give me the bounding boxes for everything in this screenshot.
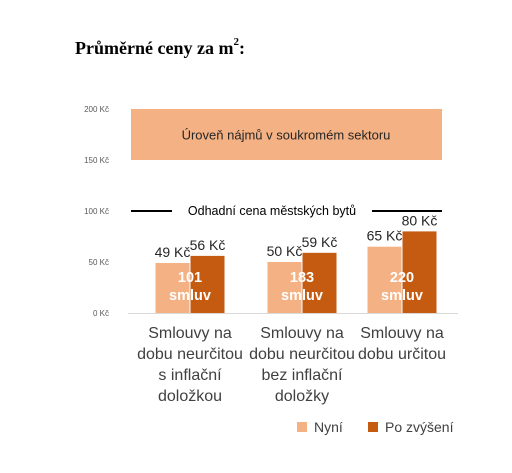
chart-title-text: Průměrné ceny za m [75,38,234,58]
bar-after-2 [402,231,437,313]
data-label-now-1: 50 Kč [267,243,303,259]
y-tick-label-2: 100 Kč [84,207,109,216]
reference-line-label: Odhadní cena městských bytů [188,204,356,218]
category-label-1-line-3: doložky [275,388,329,405]
legend-label-after: Po zvýšení [385,419,454,435]
chart-title-suffix: : [238,38,245,58]
category-label-0-line-1: dobu neurčitou [137,346,243,363]
y-tick-label-1: 50 Kč [89,258,109,267]
category-label-1-line-1: dobu neurčitou [249,346,355,363]
contract-count-unit-0: smluv [169,288,211,304]
y-tick-label-3: 150 Kč [84,156,109,165]
chart-title: Průměrné ceny za m2: [75,36,245,59]
private-sector-band-label: Úroveň nájmů v soukromém sektoru [182,128,391,143]
legend-label-now: Nyní [314,419,343,435]
contract-count-number-2: 220 [390,270,414,286]
bar-now-2 [367,246,402,313]
category-label-1-line-0: Smlouvy na [260,325,344,342]
legend-swatch-after [368,422,378,432]
data-label-now-0: 49 Kč [155,244,191,260]
data-label-now-2: 65 Kč [367,228,403,244]
y-tick-label-4: 200 Kč [84,105,109,114]
category-label-0-line-0: Smlouvy na [148,325,232,342]
bar-after-1 [302,252,337,313]
category-label-2-line-0: Smlouvy na [360,325,444,342]
y-tick-label-0: 0 Kč [93,309,109,318]
bar-now-1 [267,262,302,313]
data-label-after-0: 56 Kč [190,237,226,253]
bar-after-0 [190,255,225,313]
reference-line-label-bg [172,202,372,219]
category-label-1-line-2: bez inflační [262,367,343,384]
bar-now-0 [155,263,190,313]
data-label-after-1: 59 Kč [302,234,338,250]
contract-count-unit-2: smluv [381,288,423,304]
category-label-2-line-1: dobu určitou [358,346,446,363]
chart-title-superscript: 2 [233,36,239,48]
category-label-0-line-2: s inflační [158,367,222,384]
category-label-0-line-3: doložkou [158,388,222,405]
contract-count-number-0: 101 [178,270,202,286]
contract-count-unit-1: smluv [281,288,323,304]
private-sector-band [131,109,442,160]
contract-count-number-1: 183 [290,270,314,286]
data-label-after-2: 80 Kč [402,212,438,228]
legend-swatch-now [297,422,307,432]
